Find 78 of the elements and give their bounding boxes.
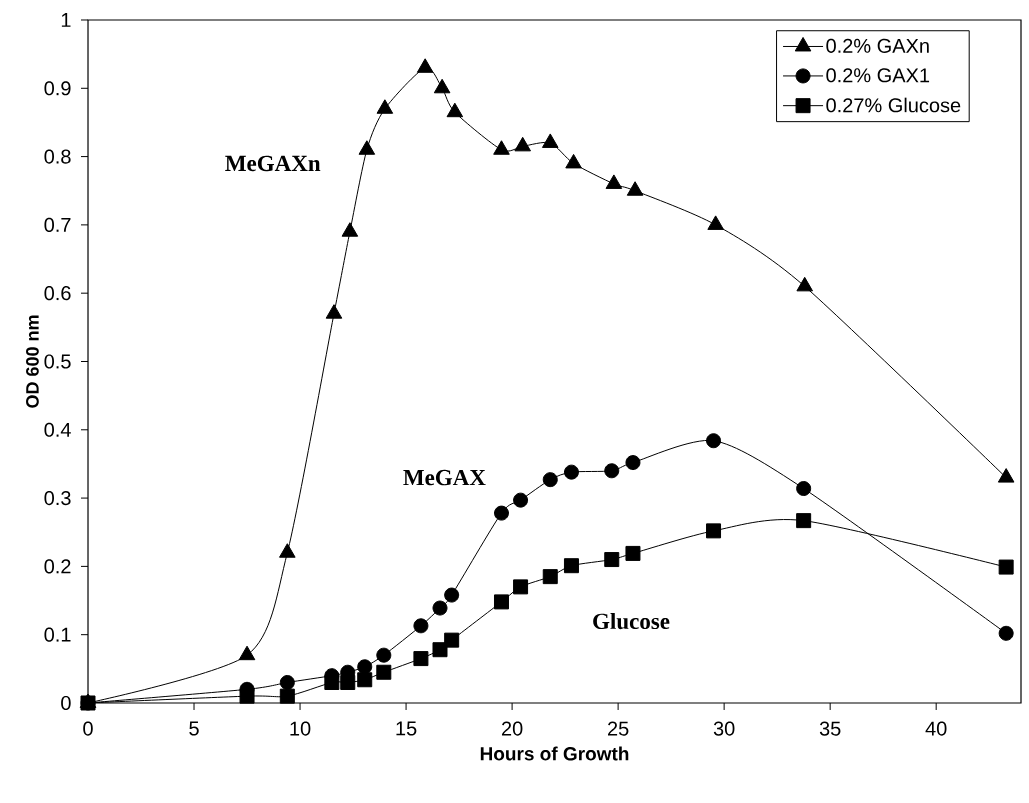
y-tick-label: 0.1	[44, 627, 71, 642]
y-tick-label: 0.6	[44, 286, 71, 301]
y-tick-label: 0.4	[44, 422, 71, 437]
annotation: MeGAXn	[225, 155, 321, 172]
point	[413, 651, 429, 667]
x-tick-label: 5	[189, 721, 199, 736]
point	[625, 545, 641, 561]
y-axis-title: OD 600 nm	[26, 315, 39, 408]
point	[605, 174, 623, 189]
x-tick-label: 35	[819, 721, 841, 736]
point	[604, 552, 620, 568]
point	[514, 136, 531, 152]
x-tick-label: 30	[713, 721, 735, 736]
x-axis-title: Hours of Growth	[480, 746, 629, 761]
point	[493, 140, 510, 155]
point	[239, 688, 255, 704]
annotation: Glucose	[593, 612, 670, 630]
y-tick-label: 0.7	[44, 217, 71, 232]
x-tick-label: 10	[290, 721, 311, 736]
x-tick-label: 40	[925, 721, 947, 736]
point	[626, 181, 644, 196]
point	[279, 688, 295, 704]
point	[376, 647, 392, 663]
legend-label: 0.27% Glucose	[826, 97, 961, 113]
y-tick-label: 0.8	[44, 149, 71, 164]
y-tick-label: 0.9	[44, 81, 71, 96]
point	[513, 579, 529, 595]
y-tick-label: 1	[61, 13, 71, 27]
point	[341, 222, 359, 237]
legend-label: 0.2% GAX1	[826, 68, 930, 83]
point	[541, 133, 559, 148]
point	[279, 543, 296, 558]
point	[796, 481, 812, 497]
point	[325, 304, 343, 319]
point	[604, 463, 620, 479]
point	[279, 674, 295, 690]
point	[565, 153, 582, 169]
point	[998, 625, 1014, 641]
point	[707, 215, 724, 230]
point	[706, 523, 722, 539]
point	[796, 276, 814, 292]
point	[432, 600, 448, 616]
point	[542, 569, 558, 585]
point	[493, 594, 509, 610]
point	[513, 492, 529, 508]
point	[376, 664, 392, 680]
point	[432, 642, 448, 658]
x-tick-label: 0	[83, 721, 93, 736]
y-tick-label: 0.3	[44, 491, 71, 506]
point	[563, 464, 579, 480]
point	[625, 455, 641, 471]
y-tick-label: 0.2	[44, 559, 71, 574]
point	[998, 559, 1014, 575]
point	[416, 58, 434, 73]
x-tick-label: 25	[608, 721, 629, 736]
annotation: MeGAX	[403, 469, 486, 486]
point	[340, 674, 356, 690]
point	[706, 433, 722, 449]
point	[324, 674, 340, 690]
point	[376, 99, 394, 114]
point	[358, 140, 376, 155]
legend-label: 0.2% GAXn	[826, 38, 929, 53]
point	[433, 78, 451, 94]
point	[997, 468, 1015, 483]
point	[542, 472, 558, 488]
point	[493, 505, 509, 521]
point	[563, 558, 579, 574]
point	[444, 587, 460, 603]
point	[444, 632, 460, 648]
y-tick-label: 0.5	[44, 354, 71, 369]
point	[446, 102, 464, 118]
y-tick-label: 0	[61, 695, 71, 711]
x-tick-label: 15	[396, 721, 417, 736]
point	[413, 618, 429, 634]
point	[796, 513, 812, 529]
x-tick-label: 20	[501, 721, 523, 736]
point	[357, 672, 373, 688]
point	[357, 659, 373, 675]
